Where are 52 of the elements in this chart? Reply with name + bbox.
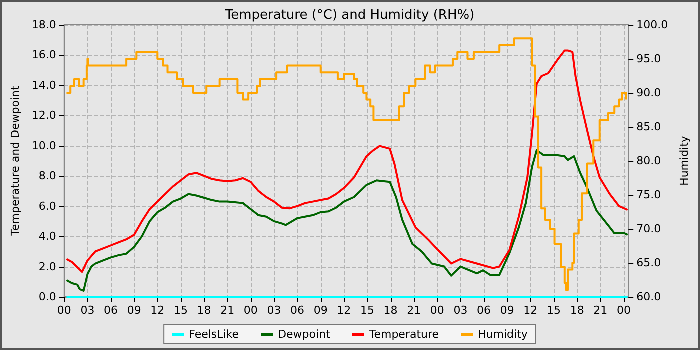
y-tick-label: 18.0 — [32, 18, 56, 32]
x-tick-label: 06 — [290, 304, 305, 317]
x-tick-label: 18 — [197, 304, 212, 317]
x-tick-label: 21 — [594, 304, 608, 317]
x-tick-label: 09 — [500, 304, 514, 317]
x-tick-label: 09 — [127, 304, 142, 317]
y-axis-title: Temperature and Dewpoint — [9, 85, 22, 237]
y2-tick-label: 70.0 — [636, 222, 662, 236]
y-tick-label: 2.0 — [38, 260, 56, 274]
x-tick-label: 00 — [244, 304, 258, 317]
chart-title: Temperature (°C) and Humidity (RH%) — [224, 8, 475, 23]
legend-label: Temperature — [368, 328, 440, 341]
y-tick-label: 4.0 — [38, 230, 56, 244]
y-tick-label: 0.0 — [38, 290, 56, 304]
x-tick-label: 15 — [174, 304, 188, 317]
y2-tick-label: 65.0 — [636, 256, 662, 270]
y-tick-label: 6.0 — [38, 200, 56, 213]
y2-tick-label: 85.0 — [636, 120, 662, 134]
x-tick-label: 03 — [454, 304, 468, 317]
y-tick-label: 10.0 — [32, 139, 56, 152]
x-tick-label: 06 — [104, 304, 118, 317]
y-tick-label: 12.0 — [32, 109, 56, 122]
y-tick-label: 16.0 — [32, 48, 56, 62]
x-tick-label: 12 — [337, 304, 352, 317]
legend-label: Humidity — [478, 328, 528, 341]
x-tick-label: 12 — [150, 304, 165, 317]
y2-axis-title: Humidity — [678, 136, 691, 186]
x-tick-label: 12 — [524, 304, 538, 317]
x-tick-label: 09 — [314, 304, 328, 317]
x-tick-label: 15 — [547, 304, 561, 317]
y2-tick-label: 75.0 — [636, 188, 662, 202]
x-tick-label: 03 — [267, 304, 282, 317]
y2-tick-label: 100.0 — [636, 18, 668, 32]
x-tick-label: 21 — [407, 304, 422, 317]
y2-tick-label: 90.0 — [636, 86, 662, 100]
x-tick-label: 06 — [477, 304, 492, 317]
x-tick-label: 00 — [430, 304, 444, 317]
y-tick-label: 14.0 — [32, 78, 56, 92]
y2-tick-label: 80.0 — [636, 154, 662, 168]
y-tick-label: 8.0 — [38, 170, 56, 183]
legend-label: Dewpoint — [278, 328, 332, 341]
y2-tick-label: 60.0 — [636, 290, 662, 304]
x-tick-label: 00 — [616, 304, 631, 317]
x-tick-label: 21 — [220, 304, 235, 317]
x-tick-label: 00 — [57, 304, 72, 317]
x-tick-label: 15 — [360, 304, 374, 317]
line-series — [66, 149, 629, 292]
y2-tick-label: 95.0 — [636, 52, 662, 66]
x-tick-label: 03 — [80, 304, 95, 317]
x-tick-label: 18 — [570, 304, 584, 317]
legend-label: FeelsLike — [189, 328, 240, 341]
x-tick-label: 18 — [384, 304, 398, 317]
